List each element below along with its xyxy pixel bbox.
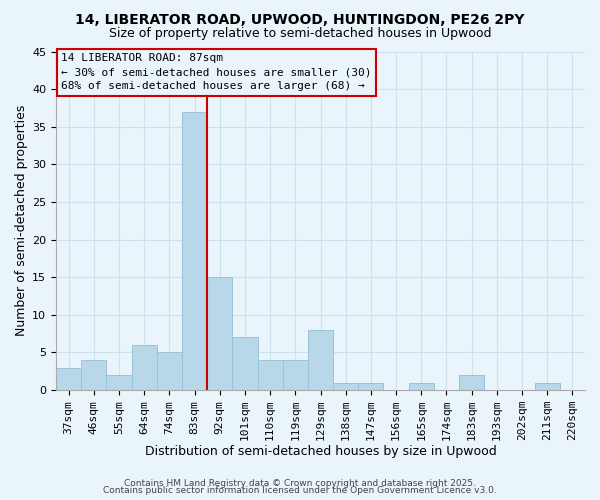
Text: Contains public sector information licensed under the Open Government Licence v3: Contains public sector information licen… bbox=[103, 486, 497, 495]
Text: Size of property relative to semi-detached houses in Upwood: Size of property relative to semi-detach… bbox=[109, 28, 491, 40]
X-axis label: Distribution of semi-detached houses by size in Upwood: Distribution of semi-detached houses by … bbox=[145, 444, 496, 458]
Bar bbox=[81, 360, 106, 390]
Bar bbox=[56, 368, 81, 390]
Text: 14, LIBERATOR ROAD, UPWOOD, HUNTINGDON, PE26 2PY: 14, LIBERATOR ROAD, UPWOOD, HUNTINGDON, … bbox=[75, 12, 525, 26]
Bar bbox=[207, 277, 232, 390]
Bar bbox=[131, 345, 157, 390]
Bar bbox=[333, 382, 358, 390]
Text: Contains HM Land Registry data © Crown copyright and database right 2025.: Contains HM Land Registry data © Crown c… bbox=[124, 478, 476, 488]
Bar bbox=[257, 360, 283, 390]
Bar bbox=[106, 375, 131, 390]
Bar bbox=[459, 375, 484, 390]
Bar bbox=[409, 382, 434, 390]
Bar bbox=[232, 338, 257, 390]
Bar bbox=[308, 330, 333, 390]
Bar bbox=[283, 360, 308, 390]
Text: 14 LIBERATOR ROAD: 87sqm
← 30% of semi-detached houses are smaller (30)
68% of s: 14 LIBERATOR ROAD: 87sqm ← 30% of semi-d… bbox=[61, 53, 372, 91]
Bar bbox=[182, 112, 207, 390]
Bar bbox=[358, 382, 383, 390]
Bar bbox=[535, 382, 560, 390]
Bar bbox=[157, 352, 182, 390]
Y-axis label: Number of semi-detached properties: Number of semi-detached properties bbox=[15, 105, 28, 336]
